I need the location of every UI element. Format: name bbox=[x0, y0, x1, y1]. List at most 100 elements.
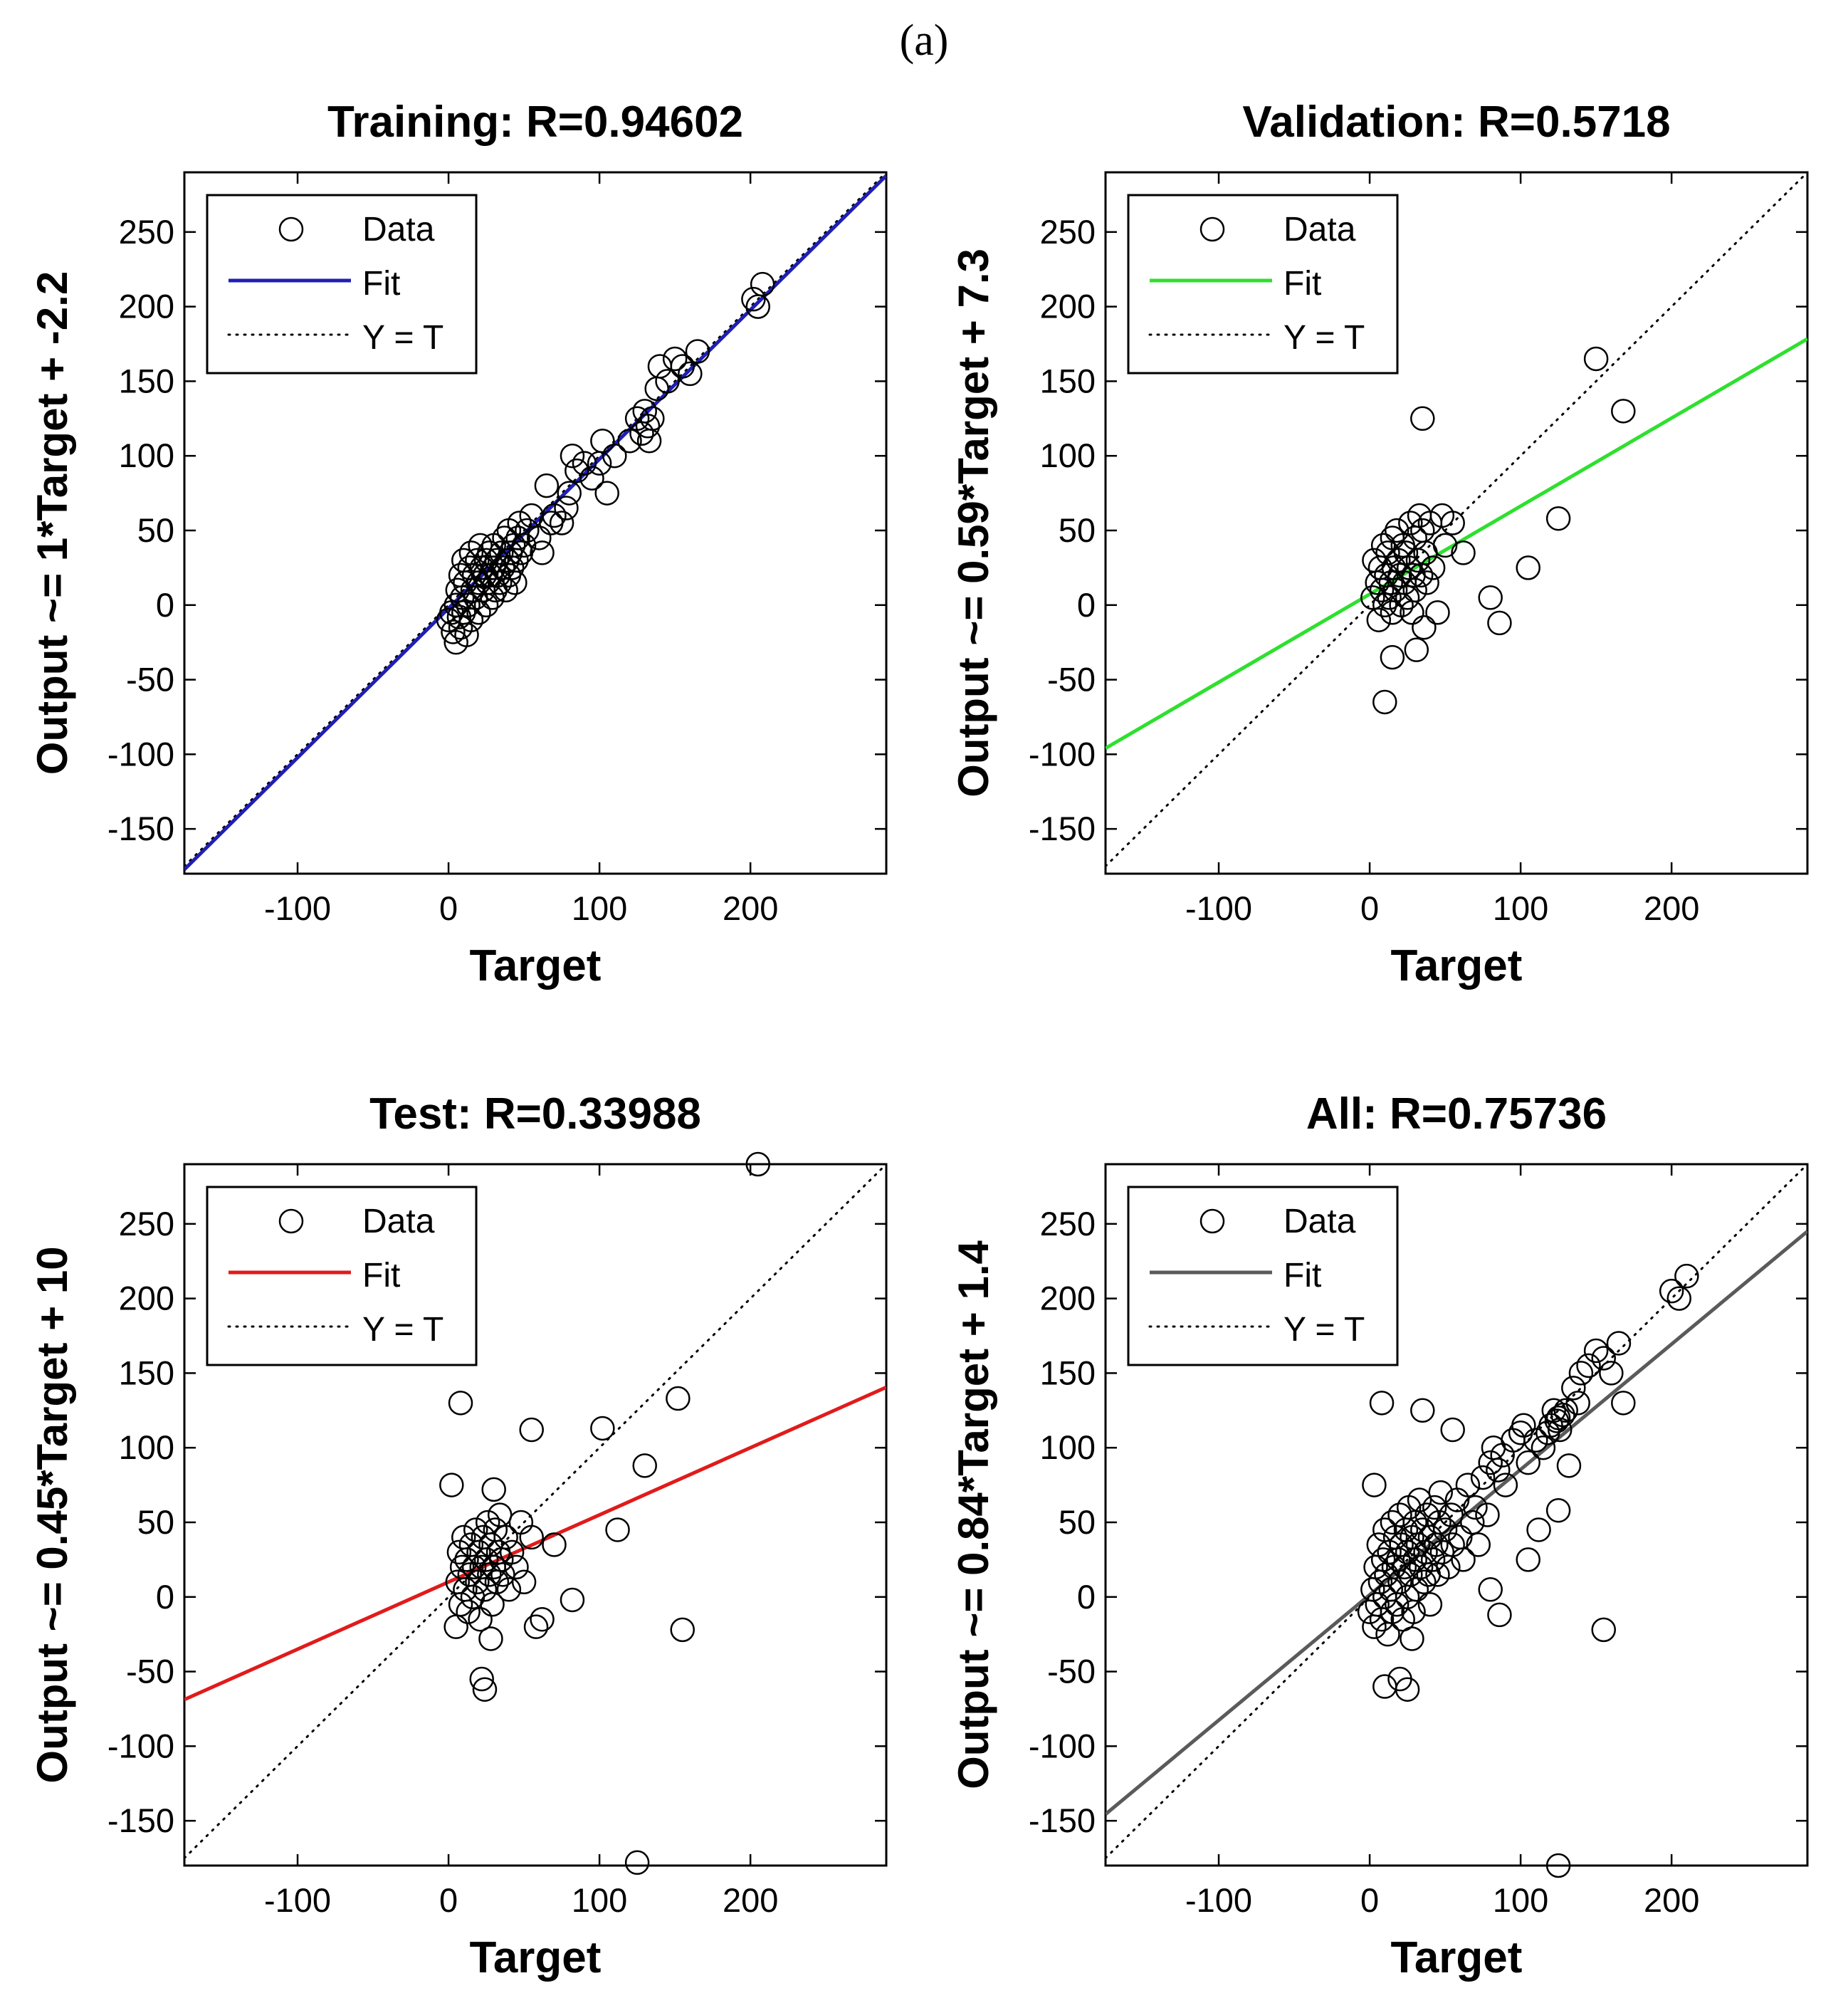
legend-data-marker bbox=[1199, 216, 1225, 242]
data-point bbox=[441, 619, 466, 644]
y-tick-label: 100 bbox=[119, 1428, 174, 1466]
y-tick-label: 250 bbox=[119, 213, 174, 251]
data-point bbox=[1478, 1450, 1503, 1475]
x-axis-label: Target bbox=[470, 1933, 602, 1982]
legend-data-marker bbox=[278, 1208, 304, 1234]
data-point bbox=[461, 1554, 487, 1580]
data-point bbox=[602, 443, 627, 469]
data-point bbox=[523, 1614, 549, 1639]
y-tick-label: 100 bbox=[119, 436, 174, 474]
x-tick-label: 200 bbox=[723, 889, 778, 927]
y-tick-label: 100 bbox=[1040, 1428, 1096, 1466]
data-point bbox=[1493, 1473, 1518, 1497]
data-point bbox=[1470, 1465, 1496, 1490]
data-point bbox=[1516, 1547, 1540, 1572]
x-tick-label: -100 bbox=[264, 1881, 331, 1919]
data-point bbox=[1583, 346, 1609, 372]
data-point bbox=[1565, 1391, 1590, 1416]
legend: Data Fit Y = T bbox=[1127, 1186, 1399, 1366]
data-point bbox=[1369, 577, 1395, 603]
data-point bbox=[557, 481, 582, 506]
data-point bbox=[515, 518, 540, 543]
y-tick-label: -50 bbox=[1047, 1653, 1096, 1690]
data-point bbox=[1674, 1263, 1699, 1289]
legend-box bbox=[206, 1186, 478, 1366]
y-tick-label: 0 bbox=[156, 586, 174, 624]
data-point bbox=[496, 1577, 522, 1602]
y-tick-label: -100 bbox=[107, 1727, 174, 1764]
data-point bbox=[1425, 600, 1450, 625]
data-point bbox=[1422, 1495, 1447, 1520]
data-point bbox=[504, 1554, 529, 1580]
y-axis-label: Output ~= 0.84*Target + 1.4 bbox=[950, 1240, 997, 1789]
data-point bbox=[624, 1850, 650, 1876]
y-tick-label: -150 bbox=[107, 1801, 174, 1839]
data-point bbox=[1404, 637, 1429, 662]
data-point bbox=[1547, 1417, 1573, 1443]
data-point bbox=[1550, 1402, 1575, 1428]
data-point bbox=[1556, 1453, 1582, 1478]
data-point bbox=[465, 1569, 490, 1595]
data-point bbox=[478, 1626, 503, 1651]
data-point bbox=[1420, 1547, 1446, 1572]
data-point bbox=[493, 1524, 518, 1550]
data-point bbox=[745, 1151, 771, 1177]
data-point bbox=[1382, 577, 1408, 603]
data-point bbox=[1576, 1353, 1601, 1379]
data-point bbox=[1440, 1417, 1465, 1443]
regression-plot-4: All: R=0.75736 -100 0 100 200 -150 -100 -50 0 50 1… bbox=[950, 1089, 1809, 1982]
data-point bbox=[1360, 585, 1385, 610]
data-point bbox=[1659, 1278, 1684, 1304]
data-point bbox=[750, 271, 775, 297]
legend-label: Y = T bbox=[362, 319, 443, 357]
data-point bbox=[477, 1562, 502, 1587]
x-tick-label: 0 bbox=[1360, 889, 1379, 927]
data-point bbox=[617, 428, 642, 454]
legend-box bbox=[1127, 1186, 1399, 1366]
data-point bbox=[1369, 1391, 1395, 1416]
data-point bbox=[635, 414, 661, 439]
y-tick-label: 0 bbox=[1077, 586, 1096, 624]
y-tick-label: 100 bbox=[1040, 436, 1096, 474]
data-point bbox=[1370, 533, 1396, 558]
data-point bbox=[527, 525, 552, 550]
data-point bbox=[1451, 540, 1476, 565]
x-tick-label: 200 bbox=[1644, 889, 1699, 927]
data-point bbox=[1523, 1428, 1548, 1453]
data-point bbox=[572, 451, 597, 476]
y-tick-label: 200 bbox=[119, 1280, 174, 1317]
y-tick-label: -100 bbox=[1029, 735, 1096, 773]
legend-label: Data bbox=[1283, 1203, 1356, 1240]
regression-plot-3: Test: R=0.33988 -100 0 100 200 -150 -100 -50 0 50… bbox=[28, 1089, 888, 1982]
legend: Data Fit Y = T bbox=[1127, 194, 1399, 375]
fit-line bbox=[184, 1386, 886, 1702]
x-axis-label: Target bbox=[1391, 941, 1523, 990]
data-point bbox=[1432, 1517, 1458, 1542]
data-point bbox=[448, 1591, 473, 1617]
y-tick-label: 250 bbox=[1040, 1205, 1096, 1243]
y-axis-label: Output ~= 0.45*Target + 10 bbox=[28, 1246, 76, 1783]
data-point bbox=[549, 511, 574, 535]
y-tick-label: 200 bbox=[119, 288, 174, 325]
plot-title: Training: R=0.94602 bbox=[327, 98, 743, 147]
y-tick-label: 50 bbox=[1059, 1503, 1096, 1541]
plot-title: Test: R=0.33988 bbox=[369, 1089, 701, 1139]
y-tick-label: 250 bbox=[119, 1205, 174, 1243]
data-point bbox=[632, 399, 657, 424]
data-point bbox=[670, 354, 695, 379]
regression-plot-2: Validation: R=0.5718 -100 0 100 200 -150 -100 -… bbox=[950, 98, 1809, 990]
data-point bbox=[590, 428, 615, 454]
data-point bbox=[1531, 1435, 1556, 1460]
data-point bbox=[511, 1569, 537, 1595]
data-point bbox=[741, 286, 766, 312]
data-point bbox=[1410, 406, 1435, 431]
data-point bbox=[662, 346, 688, 372]
data-point bbox=[1545, 1406, 1571, 1430]
legend-label: Fit bbox=[1283, 1257, 1321, 1294]
data-point bbox=[1428, 1480, 1453, 1505]
data-point bbox=[1408, 1554, 1434, 1580]
data-point bbox=[1414, 570, 1439, 595]
y-tick-label: -100 bbox=[1029, 1727, 1096, 1764]
legend-label: Y = T bbox=[362, 1311, 443, 1349]
identity-line bbox=[184, 172, 886, 868]
